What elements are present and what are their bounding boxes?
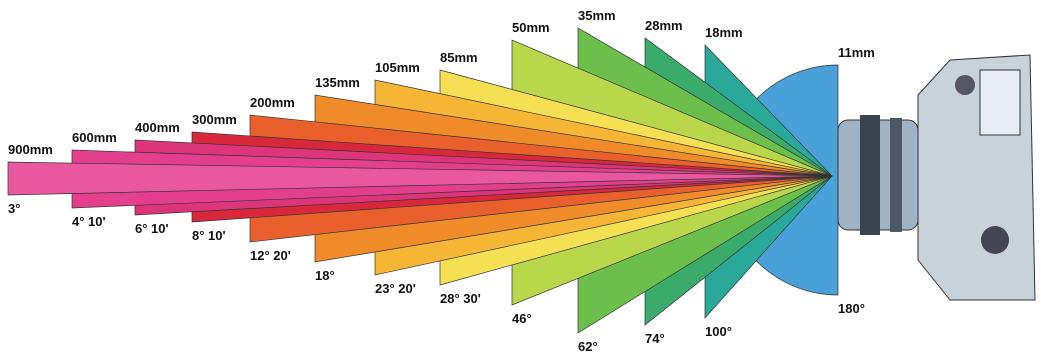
angle-label: 8° 10' xyxy=(192,228,226,243)
angle-label: 28° 30' xyxy=(440,291,481,306)
lcd xyxy=(980,70,1020,135)
camera xyxy=(838,55,1035,300)
focal-label: 105mm xyxy=(375,60,420,75)
focal-label: 85mm xyxy=(440,50,478,65)
angle-label: 23° 20' xyxy=(375,281,416,296)
angle-label: 6° 10' xyxy=(135,221,169,236)
angle-label: 180° xyxy=(838,301,865,316)
fans xyxy=(8,28,838,333)
zoom-ring xyxy=(890,118,902,232)
focal-label: 50mm xyxy=(512,20,550,35)
focal-label: 11mm xyxy=(838,45,875,60)
focal-label: 400mm xyxy=(135,120,180,135)
focal-label: 135mm xyxy=(315,75,360,90)
control-wheel xyxy=(981,226,1009,254)
focal-label: 300mm xyxy=(192,112,237,127)
focal-label: 200mm xyxy=(250,95,295,110)
angle-label: 12° 20' xyxy=(250,248,291,263)
angle-label: 46° xyxy=(512,311,532,326)
focal-label: 35mm xyxy=(578,8,616,23)
dial xyxy=(955,75,975,95)
focus-ring xyxy=(860,115,880,235)
focal-label: 600mm xyxy=(72,130,117,145)
lens-diagram: 900mm 3° 600mm 4° 10' 400mm 6° 10' 300mm 8° 10'… xyxy=(0,0,1041,354)
angle-label: 18° xyxy=(315,268,335,283)
angle-label: 74° xyxy=(645,331,665,346)
angle-label: 62° xyxy=(578,339,598,354)
focal-label: 900mm xyxy=(8,142,53,157)
angle-label: 3° xyxy=(8,201,20,216)
focal-label: 28mm xyxy=(645,18,683,33)
angle-label: 100° xyxy=(705,324,732,339)
focal-label: 18mm xyxy=(705,25,743,40)
angle-label: 4° 10' xyxy=(72,214,106,229)
